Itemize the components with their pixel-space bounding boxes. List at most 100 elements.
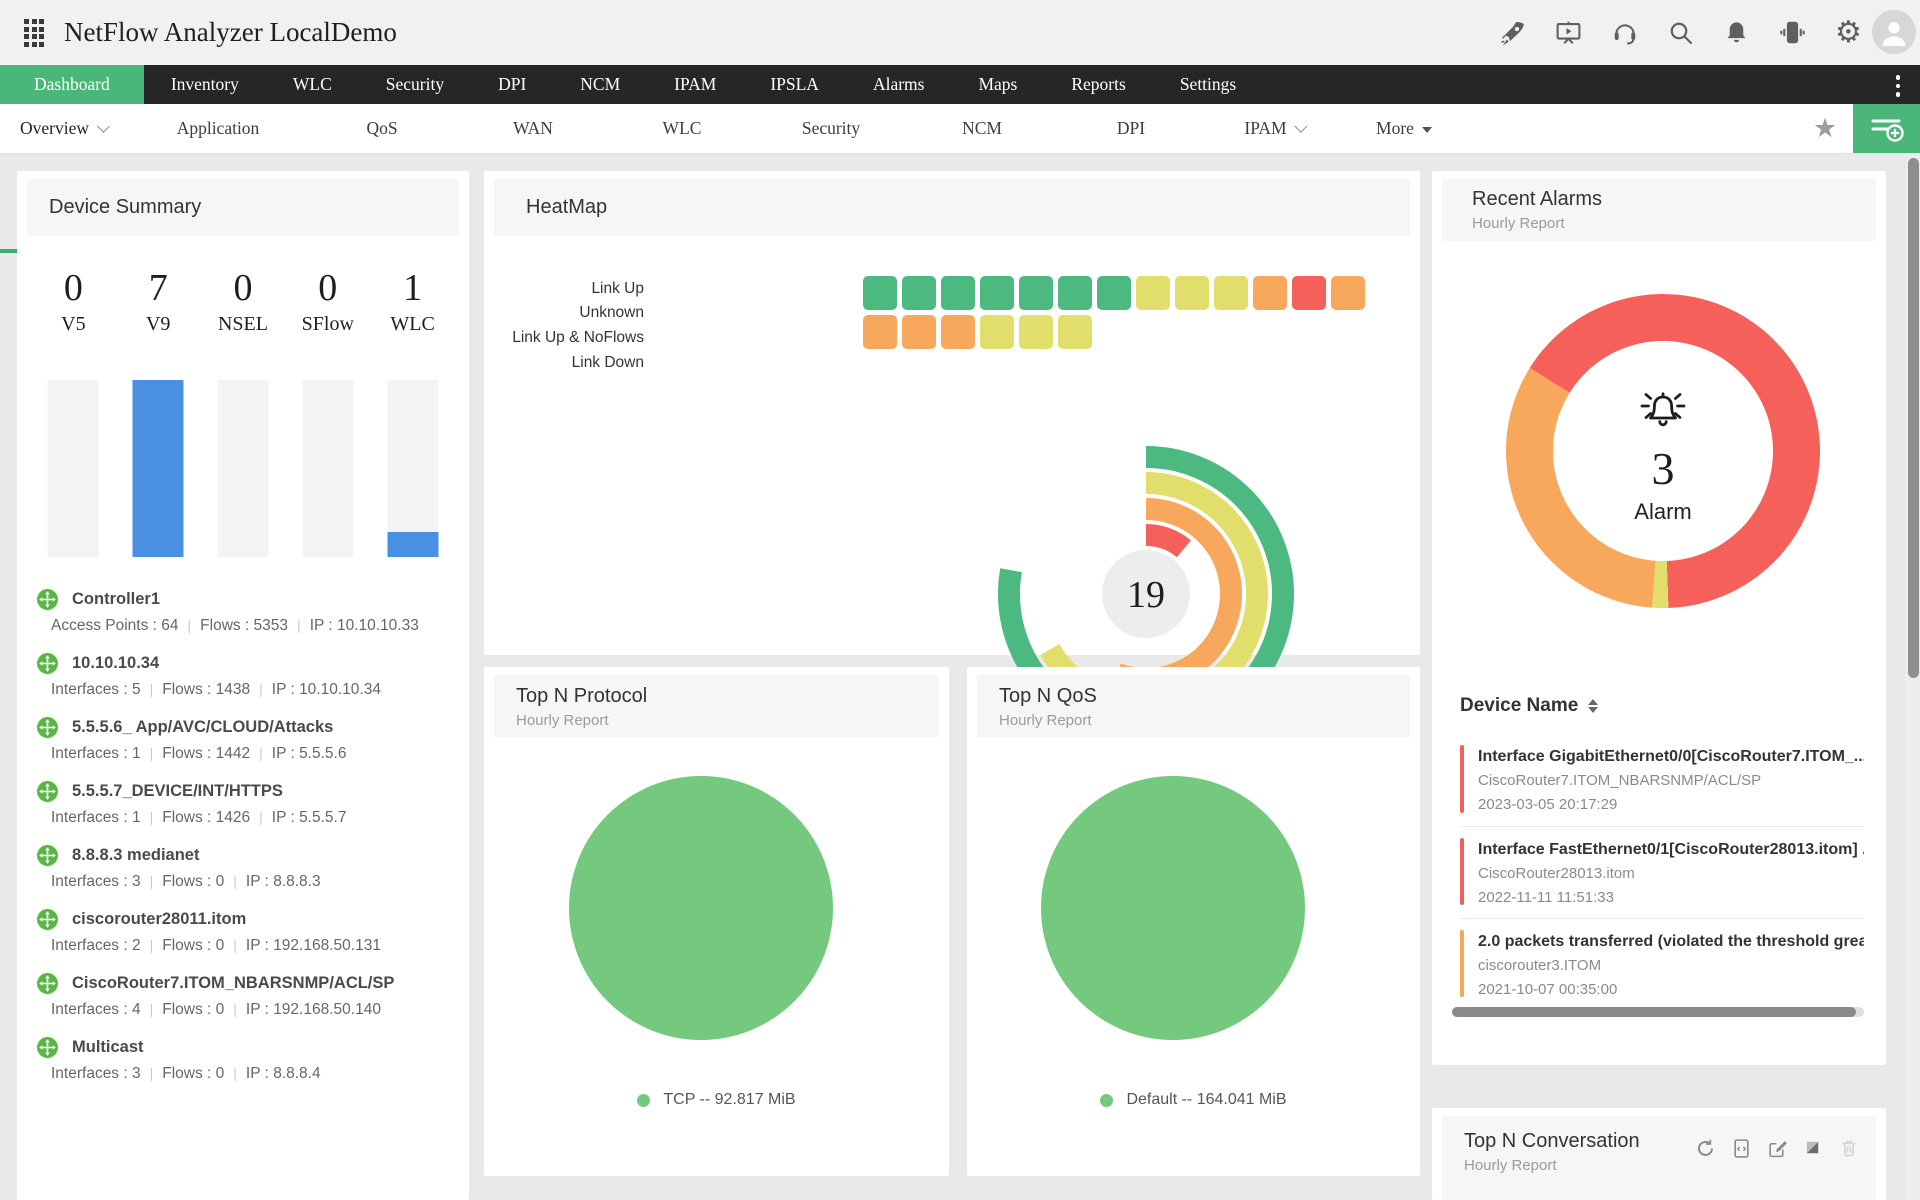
heatmap-cell-yellow[interactable] (1058, 315, 1092, 349)
device-name-sort-header[interactable]: Device Name (1460, 686, 1599, 726)
device-link-5-5-5-7-device-int-https[interactable]: 5.5.5.7_DEVICE/INT/HTTPS (37, 778, 455, 804)
device-field-interfaces: Interfaces : 1 (51, 745, 141, 762)
page-scrollbar-thumb[interactable] (1907, 158, 1919, 678)
panel-subtitle: Hourly Report (1472, 215, 1565, 232)
app-launcher-grid-icon[interactable] (24, 19, 44, 47)
heatmap-cell-orange[interactable] (863, 315, 897, 349)
nav-tab-reports[interactable]: Reports (1071, 74, 1126, 94)
delete-icon[interactable] (1839, 1138, 1860, 1159)
alarm-row[interactable]: Interface FastEthernet0/1[CiscoRouter280… (1460, 826, 1864, 918)
heatmap-cell-yellow[interactable] (1175, 276, 1209, 310)
subnav-tab-dpi[interactable]: DPI (1117, 104, 1145, 153)
table-column-header: Device Name (1460, 695, 1579, 716)
alarm-list: Interface GigabitEthernet0/0[CiscoRouter… (1460, 734, 1864, 1010)
search-icon[interactable] (1665, 17, 1696, 48)
device-link-5-5-5-6-app-avc-cloud-attacks[interactable]: 5.5.5.6_ App/AVC/CLOUD/Attacks (37, 714, 455, 740)
subnav-tab-qos[interactable]: QoS (366, 104, 397, 153)
stat-value: 0 (233, 267, 253, 309)
flow-version-bars (31, 380, 455, 557)
field-separator: | (149, 1001, 154, 1017)
export-report-icon[interactable] (1731, 1138, 1752, 1159)
subnav-tab-overview[interactable]: Overview (20, 104, 110, 153)
device-link-8-8-8-3-medianet[interactable]: 8.8.8.3 medianet (37, 842, 455, 868)
nav-tab-ipsla[interactable]: IPSLA (770, 74, 819, 94)
nav-tab-ipam[interactable]: IPAM (674, 74, 717, 94)
heatmap-cell-red[interactable] (1292, 276, 1326, 310)
heatmap-cell-green[interactable] (1097, 276, 1131, 310)
heatmap-cell-yellow[interactable] (1214, 276, 1248, 310)
nav-tab-dashboard[interactable]: Dashboard (0, 65, 144, 104)
page-scrollbar[interactable] (1906, 153, 1920, 1200)
nav-tab-wlc[interactable]: WLC (292, 74, 332, 94)
edit-widget-icon[interactable] (1767, 1138, 1788, 1159)
subnav-tab-ncm[interactable]: NCM (962, 104, 1002, 153)
nav-tab-settings[interactable]: Settings (1179, 74, 1237, 94)
device-field-flows: Flows : 0 (162, 937, 225, 954)
device-link-10-10-10-34[interactable]: 10.10.10.34 (37, 650, 455, 676)
stat-nsel: 0 NSEL (201, 266, 286, 338)
radial-label-unknown: Unknown (579, 304, 644, 321)
heatmap-cell-orange[interactable] (902, 315, 936, 349)
field-separator: | (149, 1065, 154, 1081)
contrast-icon[interactable] (1803, 1138, 1824, 1159)
notifications-bell-icon[interactable] (1721, 17, 1752, 48)
device-field-flows: Flows : 0 (162, 1065, 225, 1082)
subnav-tab-ipam[interactable]: IPAM (1244, 104, 1308, 153)
scrollbar-thumb[interactable] (1452, 1007, 1856, 1017)
field-separator: | (233, 1001, 237, 1017)
heatmap-cell-green[interactable] (1058, 276, 1092, 310)
device-details: Interfaces : 1 | Flows : 1426 | IP : 5.5.5.7 (51, 809, 455, 827)
panel-title: HeatMap (526, 196, 608, 218)
nav-overflow-kebab-icon[interactable] (1890, 73, 1907, 99)
device-list-item: 10.10.10.34 Interfaces : 5 | Flows : 1438 | I… (37, 650, 455, 699)
demo-video-icon[interactable] (1553, 17, 1584, 48)
heatmap-cell-green[interactable] (941, 276, 975, 310)
device-name: Controller1 (72, 589, 161, 608)
main-nav: Dashboard Inventory WLC Security DPI NCM IPAM I… (0, 65, 1920, 104)
device-field-flows: Flows : 1442 (162, 745, 251, 762)
alarm-count-label: Alarm (1634, 499, 1692, 524)
device-link-controller1[interactable]: Controller1 (37, 586, 455, 612)
alarm-table-horizontal-scrollbar[interactable] (1452, 1007, 1864, 1017)
nav-tab-maps[interactable]: Maps (978, 74, 1018, 94)
mobile-app-icon[interactable] (1777, 17, 1808, 48)
heatmap-cell-green[interactable] (863, 276, 897, 310)
heatmap-cell-orange[interactable] (1253, 276, 1287, 310)
nav-tab-security[interactable]: Security (385, 74, 445, 94)
heatmap-cell-green[interactable] (902, 276, 936, 310)
nav-tab-ncm[interactable]: NCM (580, 74, 621, 94)
subnav-tab-application[interactable]: Application (177, 104, 260, 153)
alarm-row[interactable]: Interface GigabitEthernet0/0[CiscoRouter… (1460, 734, 1864, 826)
subnav-tab-security[interactable]: Security (802, 104, 860, 153)
user-avatar[interactable] (1872, 10, 1916, 54)
alarm-row[interactable]: 2.0 packets transferred (violated the th… (1460, 918, 1864, 1010)
device-link-ciscorouter7-itom-nbarsnmp-acl-sp[interactable]: CiscoRouter7.ITOM_NBARSNMP/ACL/SP (37, 970, 455, 996)
stat-label: V5 (61, 313, 86, 335)
nav-tab-dpi[interactable]: DPI (498, 74, 527, 94)
add-dashboard-button[interactable] (1853, 104, 1920, 153)
subnav-tab-label: Overview (20, 118, 90, 138)
refresh-icon[interactable] (1695, 1138, 1716, 1159)
heatmap-cell-orange[interactable] (941, 315, 975, 349)
favorite-star-icon[interactable]: ★ (1813, 113, 1838, 144)
stat-label: WLC (390, 313, 435, 335)
device-field-ip: IP : 192.168.50.131 (245, 937, 381, 954)
nav-tab-inventory[interactable]: Inventory (170, 74, 239, 94)
rocket-icon[interactable] (1497, 17, 1528, 48)
subnav-tab-wlc[interactable]: WLC (663, 104, 702, 153)
heatmap-cell-green[interactable] (980, 276, 1014, 310)
device-link-ciscorouter28011-itom[interactable]: ciscorouter28011.itom (37, 906, 455, 932)
subnav-tab-wan[interactable]: WAN (513, 104, 553, 153)
settings-gear-icon[interactable]: ⚙ (1835, 15, 1862, 50)
heatmap-cell-orange[interactable] (1331, 276, 1365, 310)
heatmap-cell-green[interactable] (1019, 276, 1053, 310)
device-link-multicast[interactable]: Multicast (37, 1034, 455, 1060)
support-headset-icon[interactable] (1609, 17, 1640, 48)
bar-track (47, 380, 99, 557)
recent-alarms-panel: Recent Alarms Hourly Report 3 Alarm Devi… (1432, 171, 1886, 1065)
heatmap-cell-yellow[interactable] (1136, 276, 1170, 310)
nav-tab-alarms[interactable]: Alarms (872, 74, 925, 94)
subnav-tab-more[interactable]: More (1376, 104, 1432, 153)
heatmap-cell-yellow[interactable] (1019, 315, 1053, 349)
heatmap-cell-yellow[interactable] (980, 315, 1014, 349)
